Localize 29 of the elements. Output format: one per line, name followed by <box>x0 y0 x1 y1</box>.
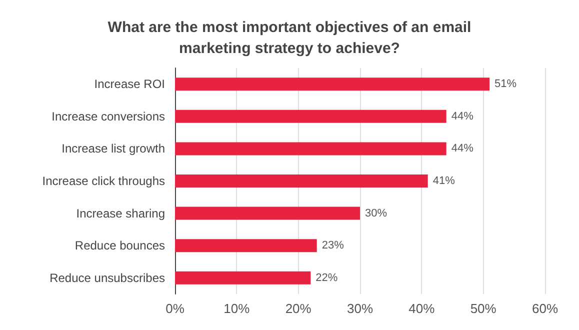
x-tick-label: 40% <box>408 301 436 316</box>
y-tick-label: Reduce bounces <box>74 238 165 253</box>
y-tick-label: Increase click throughs <box>42 174 165 188</box>
bar <box>175 174 428 188</box>
bar <box>175 78 490 91</box>
y-tick-label: Reduce unsubscribes <box>50 270 165 285</box>
bar <box>175 239 317 252</box>
x-tick-label: 50% <box>470 301 497 316</box>
y-tick-label: Increase conversions <box>52 109 165 124</box>
data-label: 44% <box>451 110 474 122</box>
bar <box>175 206 360 220</box>
bar <box>175 110 446 123</box>
data-label: 23% <box>322 240 344 252</box>
bar <box>175 271 311 284</box>
y-tick-label: Increase list growth <box>62 142 165 156</box>
x-tick-label: 10% <box>224 301 250 316</box>
data-label: 22% <box>316 272 338 284</box>
y-tick-label: Increase ROI <box>94 77 165 92</box>
x-tick-label: 60% <box>532 301 558 316</box>
x-tick-label: 0% <box>166 301 185 316</box>
x-tick-label: 20% <box>285 301 312 316</box>
y-tick-label: Increase sharing <box>76 206 165 220</box>
data-label: 44% <box>451 142 474 155</box>
data-label: 51% <box>494 78 517 90</box>
chart-title: What are the most important objectives of an email marketing strategy to achieve? <box>108 19 472 57</box>
data-label: 30% <box>365 207 388 220</box>
bar <box>175 142 446 156</box>
x-tick-label: 30% <box>346 301 374 316</box>
data-label: 41% <box>432 175 456 187</box>
